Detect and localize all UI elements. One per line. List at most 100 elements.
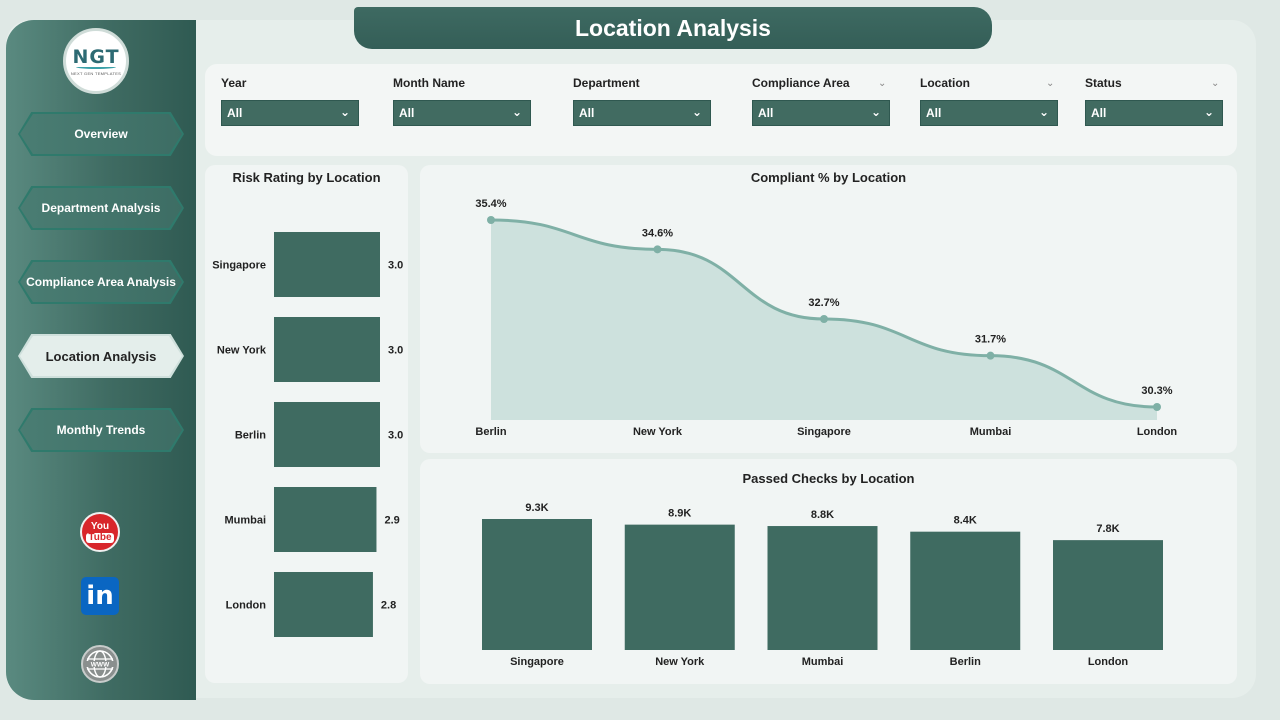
- dropdown-value: All: [926, 106, 942, 120]
- risk-value-label: 3.0: [388, 430, 403, 442]
- chevron-down-icon: ⌄: [339, 105, 350, 119]
- sidebar: NGT NEXT GEN TEMPLATES Overview Departme…: [6, 20, 196, 700]
- nav-location-analysis-button[interactable]: Location Analysis: [18, 334, 184, 378]
- passed-checks-value-label: 8.9K: [668, 508, 691, 520]
- filter-year: Year All ⌄: [221, 76, 359, 126]
- dropdown-value: All: [758, 106, 774, 120]
- chevron-down-icon: ⌄: [691, 105, 702, 119]
- month-name-dropdown[interactable]: All ⌄: [393, 100, 531, 126]
- compliant-value-label: 31.7%: [975, 334, 1006, 346]
- compliant-percent-panel: Compliant % by Location 35.4% Berlin 34.6%…: [420, 165, 1237, 453]
- passed-checks-panel: Passed Checks by Location 9.3K Singapore 8…: [420, 459, 1237, 684]
- location-dropdown[interactable]: All ⌄: [920, 100, 1058, 126]
- passed-checks-category-label: Singapore: [510, 656, 564, 668]
- risk-bar: [274, 232, 380, 297]
- year-dropdown[interactable]: All ⌄: [221, 100, 359, 126]
- filter-location: Location ⌄ All ⌄: [920, 76, 1058, 126]
- risk-value-label: 2.9: [384, 515, 399, 527]
- risk-category-label: Mumbai: [224, 515, 266, 527]
- nav-label: Location Analysis: [45, 348, 157, 364]
- youtube-text-top: You: [90, 520, 110, 532]
- risk-rating-chart: Singapore 3.0 New York 3.0 Berlin 3.0 Mumbai 2.…: [212, 232, 403, 637]
- risk-value-label: 2.8: [381, 600, 396, 612]
- dropdown-value: All: [227, 106, 243, 120]
- dropdown-value: All: [1091, 106, 1107, 120]
- passed-checks-bar: [767, 526, 878, 650]
- compliant-point: [986, 351, 995, 360]
- filter-month-name: Month Name All ⌄: [393, 76, 531, 126]
- risk-bar: [274, 402, 380, 467]
- passed-checks-title: Passed Checks by Location: [742, 471, 915, 486]
- compliant-value-label: 32.7%: [808, 297, 839, 309]
- compliant-value-label: 30.3%: [1141, 385, 1172, 397]
- passed-checks-value-label: 7.8K: [1096, 523, 1119, 535]
- chevron-down-icon: ⌄: [870, 105, 881, 119]
- passed-checks-bar: [624, 524, 735, 650]
- passed-checks-category-label: London: [1088, 656, 1129, 668]
- filter-label: Year: [221, 76, 247, 90]
- dropdown-value: All: [399, 106, 415, 120]
- filter-label: Department: [573, 76, 640, 90]
- website-globe-icon[interactable]: WWW: [80, 644, 120, 684]
- compliance-area-dropdown[interactable]: All ⌄: [752, 100, 890, 126]
- department-dropdown[interactable]: All ⌄: [573, 100, 711, 126]
- dropdown-value: All: [579, 106, 595, 120]
- filter-department: Department All ⌄: [573, 76, 711, 126]
- linkedin-icon[interactable]: in: [80, 576, 120, 616]
- compliant-percent-chart: 35.4% Berlin 34.6% New York 32.7% Singapore 31…: [475, 198, 1178, 438]
- nav-monthly-trends-button[interactable]: Monthly Trends: [18, 408, 184, 452]
- chevron-down-icon[interactable]: ⌄: [1211, 78, 1220, 89]
- chevron-down-icon[interactable]: ⌄: [878, 78, 887, 89]
- nav-label: Monthly Trends: [56, 423, 146, 437]
- chevron-down-icon: ⌄: [1203, 105, 1214, 119]
- nav-label: Compliance Area Analysis: [26, 275, 176, 289]
- risk-category-label: Singapore: [212, 260, 266, 272]
- globe-icon: WWW: [86, 650, 114, 678]
- risk-category-label: London: [226, 600, 267, 612]
- passed-checks-category-label: Berlin: [950, 656, 981, 668]
- chevron-down-icon[interactable]: ⌄: [1046, 78, 1055, 89]
- filter-label: Status: [1085, 76, 1122, 90]
- passed-checks-bar: [910, 531, 1021, 650]
- risk-category-label: New York: [217, 345, 267, 357]
- risk-category-label: Berlin: [235, 430, 266, 442]
- risk-bar: [274, 572, 373, 637]
- nav-label: Department Analysis: [41, 201, 161, 215]
- nav-department-analysis-button[interactable]: Department Analysis: [18, 186, 184, 230]
- compliant-percent-title: Compliant % by Location: [750, 170, 907, 185]
- linkedin-text: in: [81, 577, 119, 615]
- logo-swoosh-icon: [76, 65, 116, 69]
- status-dropdown[interactable]: All ⌄: [1085, 100, 1223, 126]
- chevron-down-icon: ⌄: [1038, 105, 1049, 119]
- risk-rating-title: Risk Rating by Location: [232, 170, 381, 185]
- risk-value-label: 3.0: [388, 345, 403, 357]
- compliant-category-label: Singapore: [797, 426, 851, 438]
- ngt-logo[interactable]: NGT NEXT GEN TEMPLATES: [63, 28, 129, 94]
- compliant-point: [820, 315, 828, 323]
- chevron-down-icon: ⌄: [511, 105, 522, 119]
- filter-label: Location: [920, 76, 970, 90]
- compliant-point: [653, 245, 662, 254]
- passed-checks-category-label: Mumbai: [802, 656, 844, 668]
- passed-checks-bar: [482, 519, 592, 650]
- filter-panel: Year All ⌄ Month Name All ⌄ Department A…: [205, 64, 1237, 156]
- risk-bar: [274, 487, 377, 552]
- passed-checks-value-label: 9.3K: [525, 502, 548, 514]
- passed-checks-value-label: 8.8K: [811, 509, 834, 521]
- nav-overview-button[interactable]: Overview: [18, 112, 184, 156]
- risk-bar: [274, 317, 380, 382]
- filter-label: Month Name: [393, 76, 465, 90]
- nav-compliance-area-analysis-button[interactable]: Compliance Area Analysis: [18, 260, 184, 304]
- compliant-category-label: London: [1137, 426, 1178, 438]
- compliant-value-label: 35.4%: [475, 198, 506, 210]
- filter-label: Compliance Area: [752, 76, 850, 90]
- compliant-category-label: New York: [633, 426, 683, 438]
- logo-text: NGT: [72, 46, 120, 68]
- logo-subtext: NEXT GEN TEMPLATES: [70, 71, 122, 76]
- risk-value-label: 3.0: [388, 260, 403, 272]
- youtube-icon[interactable]: You Tube: [80, 512, 120, 552]
- compliant-category-label: Berlin: [475, 426, 506, 438]
- svg-text:WWW: WWW: [91, 661, 110, 668]
- page-title: Location Analysis: [575, 14, 771, 41]
- filter-compliance-area: Compliance Area ⌄ All ⌄: [752, 76, 890, 126]
